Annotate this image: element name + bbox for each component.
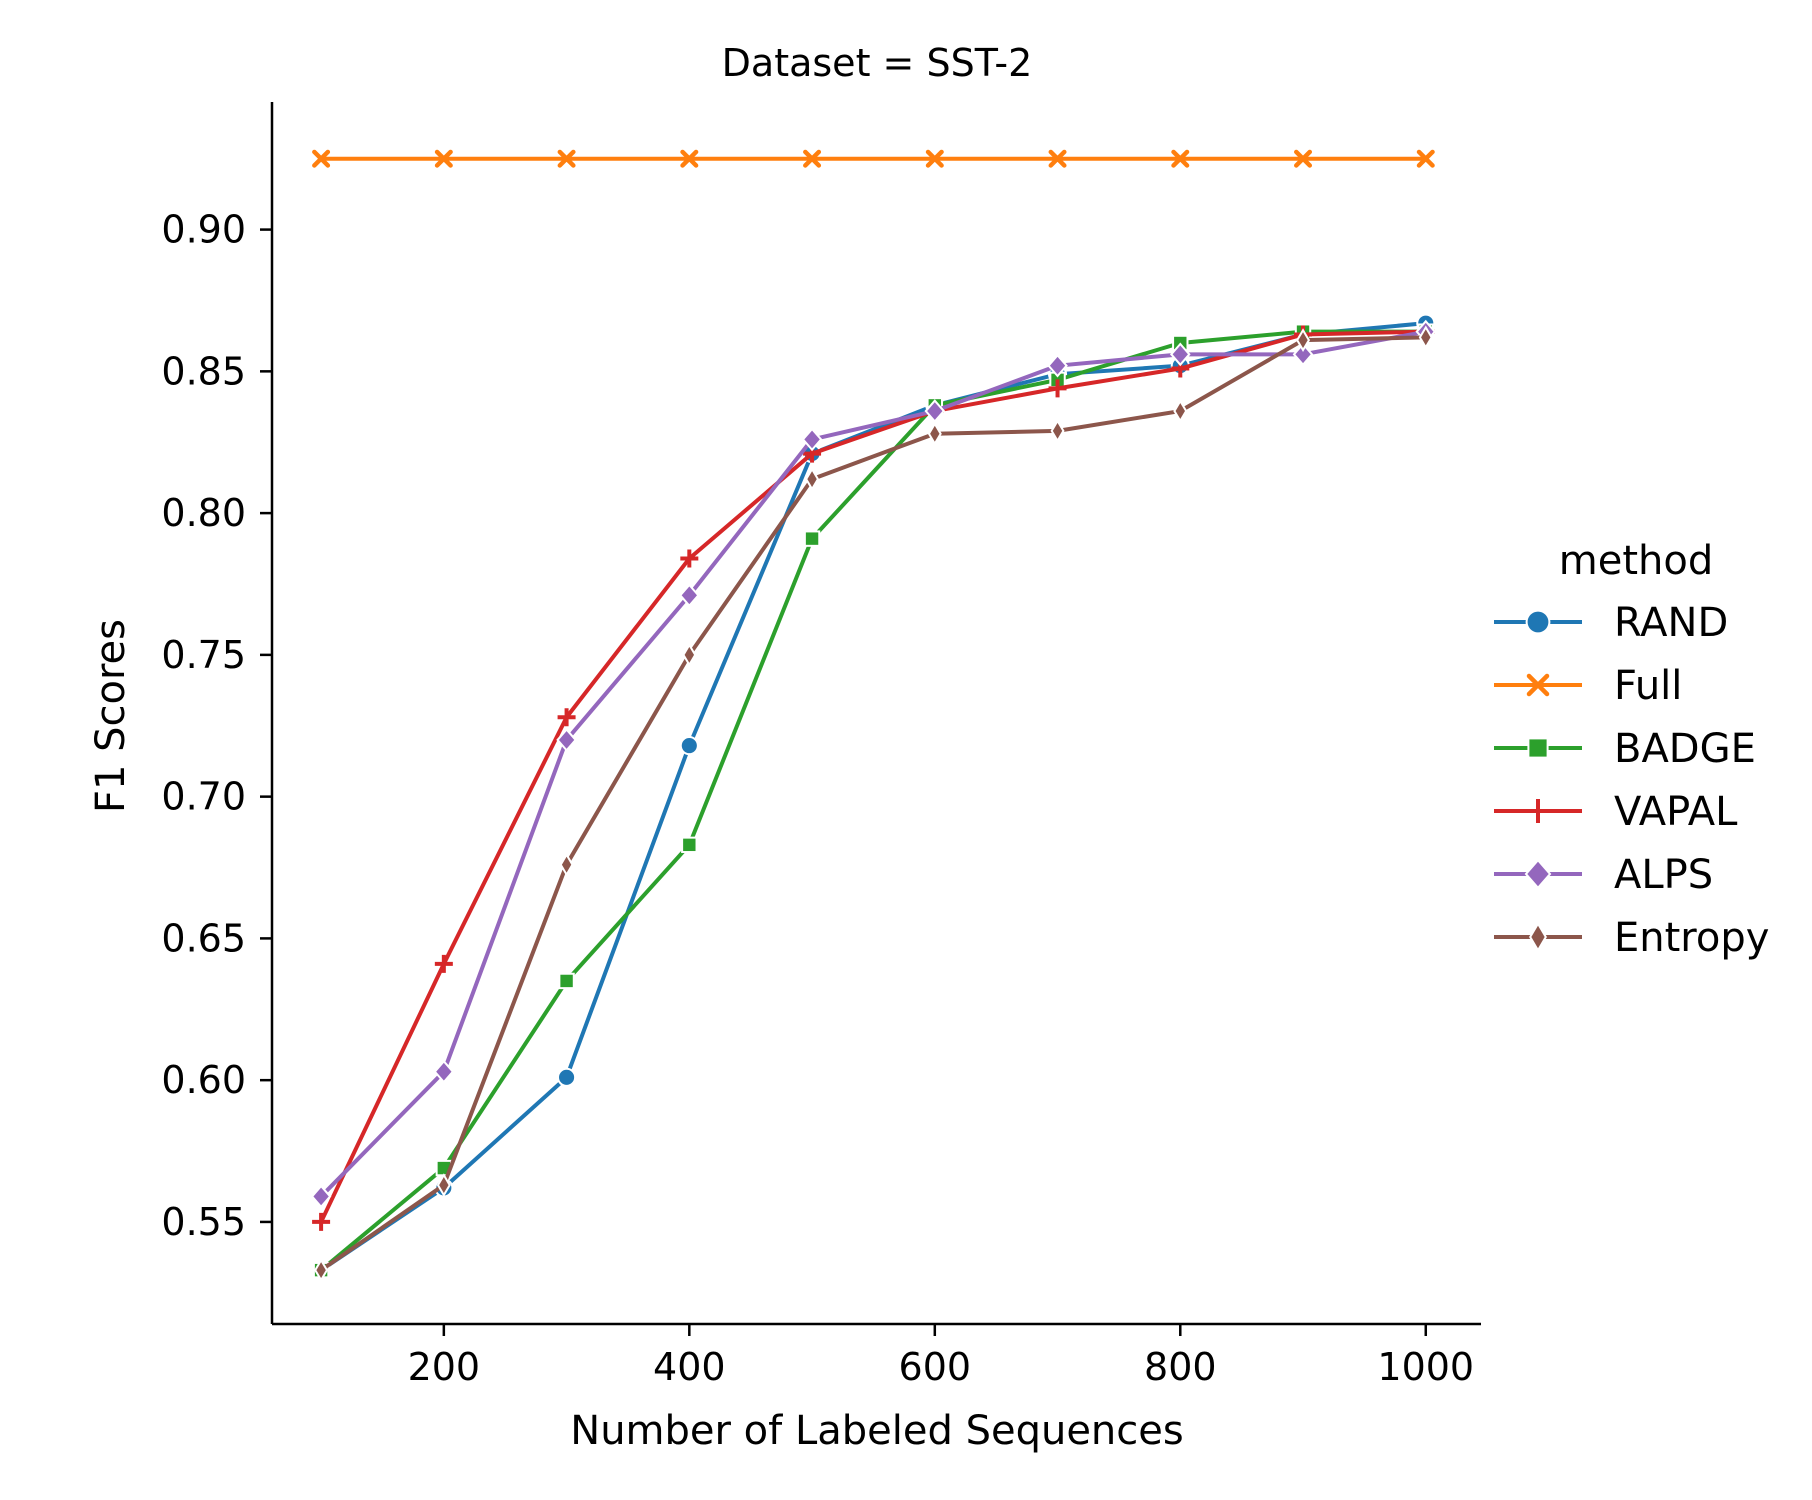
y-tick-label: 0.90: [161, 208, 246, 252]
legend-label-rand: RAND: [1614, 600, 1728, 646]
data-point-entropy: [1173, 399, 1188, 423]
series-layer: [310, 149, 1437, 1282]
legend-label-entropy: Entropy: [1614, 915, 1769, 961]
series-line-rand: [319, 321, 1428, 1273]
data-point-badge: [681, 836, 698, 854]
data-point-rand: [557, 1067, 577, 1087]
legend-item-rand: RAND: [1494, 600, 1728, 646]
data-point-alps: [433, 1059, 455, 1084]
x-tick-label: 400: [653, 1345, 726, 1389]
plot-area: 200 400 600 800 1000 0.55 0.60 0.65 0.70 0.75 0.8…: [161, 102, 1481, 1389]
y-tick-label: 0.80: [161, 491, 246, 535]
x-axis-label: Number of Labeled Sequences: [570, 1408, 1183, 1454]
x-tick-label: 800: [1144, 1345, 1217, 1389]
legend-label-alps: ALPS: [1614, 852, 1713, 898]
data-point-alps: [678, 583, 700, 608]
chart-title: Dataset = SST-2: [722, 41, 1033, 85]
x-tick-label: 1000: [1377, 1345, 1474, 1389]
legend-marker-rand: [1525, 609, 1551, 635]
y-tick-label: 0.55: [161, 1200, 246, 1244]
data-point-full: [434, 149, 453, 168]
data-point-full: [680, 149, 699, 168]
legend-label-full: Full: [1614, 663, 1682, 709]
series-badge: [312, 323, 1434, 1279]
data-point-badge: [558, 972, 575, 990]
legend-item-full: Full: [1494, 663, 1682, 709]
y-tick-label: 0.85: [161, 349, 246, 393]
series-line-badge: [319, 329, 1428, 1273]
legend-marker-vapal: [1526, 799, 1550, 823]
legend-marker-badge: [1527, 737, 1549, 759]
data-point-alps: [310, 1184, 332, 1209]
data-point-vapal: [434, 954, 453, 973]
data-point-full: [803, 149, 822, 168]
legend-item-vapal: VAPAL: [1494, 789, 1738, 835]
data-point-rand: [679, 736, 699, 756]
data-point-alps: [556, 728, 577, 752]
data-point-full: [557, 149, 576, 168]
series-line-alps: [319, 329, 1428, 1199]
data-point-full: [1416, 149, 1435, 168]
legend-label-badge: BADGE: [1614, 726, 1756, 772]
data-point-full: [925, 149, 944, 168]
data-point-entropy: [436, 1173, 451, 1197]
data-point-entropy: [314, 1258, 329, 1282]
legend-title: method: [1559, 538, 1713, 584]
x-tick-label: 600: [899, 1345, 972, 1389]
data-point-entropy: [927, 421, 942, 446]
legend-label-vapal: VAPAL: [1614, 789, 1738, 835]
x-tick-label: 200: [408, 1345, 481, 1389]
legend-item-badge: BADGE: [1494, 726, 1756, 772]
data-point-full: [1171, 149, 1190, 168]
data-point-entropy: [805, 467, 820, 491]
data-point-entropy: [682, 643, 697, 667]
series-alps: [310, 319, 1437, 1209]
data-point-vapal: [557, 708, 576, 727]
data-point-full: [1048, 149, 1067, 168]
data-point-alps: [801, 427, 823, 452]
data-point-badge: [803, 530, 821, 547]
data-point-full: [1294, 149, 1313, 168]
series-full: [312, 149, 1435, 168]
data-point-vapal: [1048, 379, 1067, 398]
legend-item-entropy: Entropy: [1494, 915, 1769, 961]
y-axis-label: F1 Scores: [88, 619, 134, 813]
y-tick-label: 0.70: [161, 775, 246, 819]
legend-marker-full: [1526, 673, 1550, 697]
data-point-vapal: [312, 1212, 331, 1231]
data-point-entropy: [1296, 328, 1311, 353]
legend-item-alps: ALPS: [1494, 852, 1713, 898]
y-tick-label: 0.60: [161, 1058, 246, 1102]
legend-items: RAND Full BADGE VAPAL ALPS Entropy: [1494, 600, 1769, 961]
series-line-entropy: [319, 335, 1428, 1273]
data-point-alps: [924, 399, 946, 423]
data-point-entropy: [559, 852, 574, 877]
y-tick-label: 0.65: [161, 916, 246, 960]
y-axis-ticks: 0.55 0.60 0.65 0.70 0.75 0.80 0.85 0.90: [161, 208, 272, 1244]
data-point-full: [312, 149, 331, 168]
legend: method RAND Full BADGE VAPAL ALPS Entropy: [1494, 538, 1769, 961]
y-tick-label: 0.75: [161, 633, 246, 677]
legend-marker-alps: [1524, 858, 1552, 890]
data-point-alps: [1047, 353, 1068, 378]
data-point-alps: [1169, 342, 1191, 367]
legend-marker-entropy: [1529, 921, 1547, 953]
data-point-vapal: [680, 549, 699, 568]
series-rand: [311, 313, 1436, 1280]
x-axis-ticks: 200 400 600 800 1000: [408, 1324, 1474, 1389]
data-point-entropy: [1418, 325, 1433, 350]
series-line-vapal: [319, 329, 1428, 1224]
series-entropy: [314, 325, 1433, 1282]
data-point-alps: [1292, 342, 1314, 367]
data-point-entropy: [1050, 419, 1065, 443]
